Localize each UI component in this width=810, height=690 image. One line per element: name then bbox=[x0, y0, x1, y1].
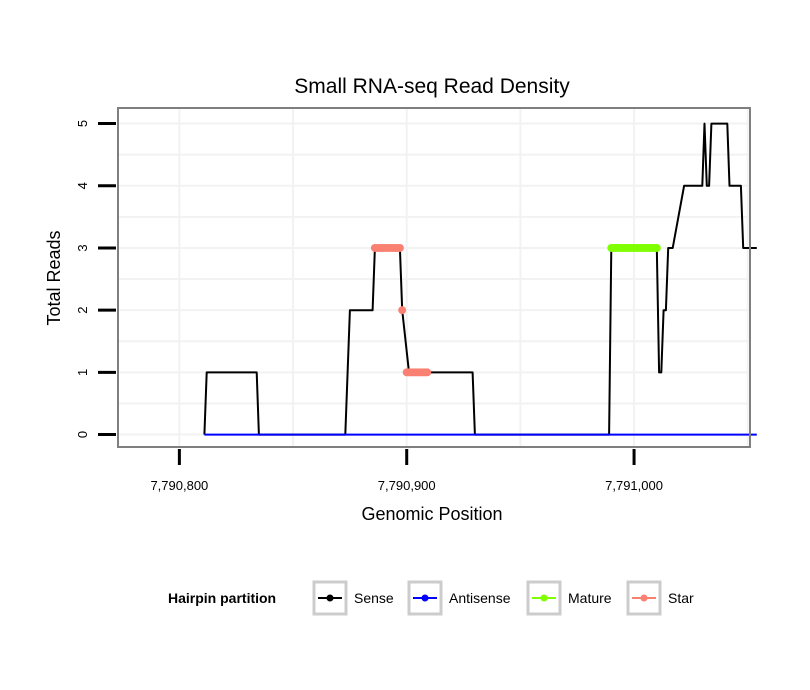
legend-item-sense: Sense bbox=[312, 580, 394, 616]
legend-label: Antisense bbox=[449, 590, 511, 606]
y-tick-label: 3 bbox=[75, 244, 90, 251]
x-tick-label: 7,790,800 bbox=[150, 478, 208, 493]
plot-panel bbox=[117, 107, 757, 448]
x-tick-label: 7,791,000 bbox=[605, 478, 663, 493]
legend-item-antisense: Antisense bbox=[407, 580, 511, 616]
x-tick-label: 7,790,900 bbox=[378, 478, 436, 493]
point-star bbox=[423, 368, 432, 377]
y-axis-title: Total Reads bbox=[44, 230, 64, 325]
x-axis-title: Genomic Position bbox=[361, 504, 502, 524]
plot-border bbox=[117, 107, 751, 448]
legend-key-point bbox=[540, 594, 548, 602]
plot-background bbox=[118, 108, 750, 447]
y-tick-label: 1 bbox=[75, 369, 90, 376]
point-mature bbox=[652, 243, 661, 252]
y-tick-label: 2 bbox=[75, 307, 90, 314]
legend-key-point bbox=[326, 594, 334, 602]
y-tick-label: 0 bbox=[75, 431, 90, 438]
y-axis: 0 1 2 3 4 5 bbox=[75, 120, 116, 438]
legend-item-mature: Mature bbox=[526, 580, 612, 616]
legend-label: Sense bbox=[354, 590, 394, 606]
y-tick-label: 4 bbox=[75, 182, 90, 189]
chart-title: Small RNA-seq Read Density bbox=[294, 75, 570, 98]
legend-label: Mature bbox=[568, 590, 612, 606]
point-star bbox=[395, 243, 404, 252]
legend-key-point bbox=[421, 594, 429, 602]
legend-key-point bbox=[640, 594, 648, 602]
legend-label: Star bbox=[668, 590, 694, 606]
legend-item-star: Star bbox=[626, 580, 694, 616]
series-points bbox=[370, 243, 661, 377]
legend-title: Hairpin partition bbox=[168, 590, 276, 606]
legend: Hairpin partition Sense Antisense Mature St… bbox=[168, 580, 694, 616]
y-tick-label: 5 bbox=[75, 120, 90, 127]
point-star bbox=[398, 306, 407, 315]
x-axis: 7,790,800 7,790,900 7,791,000 bbox=[150, 449, 663, 493]
